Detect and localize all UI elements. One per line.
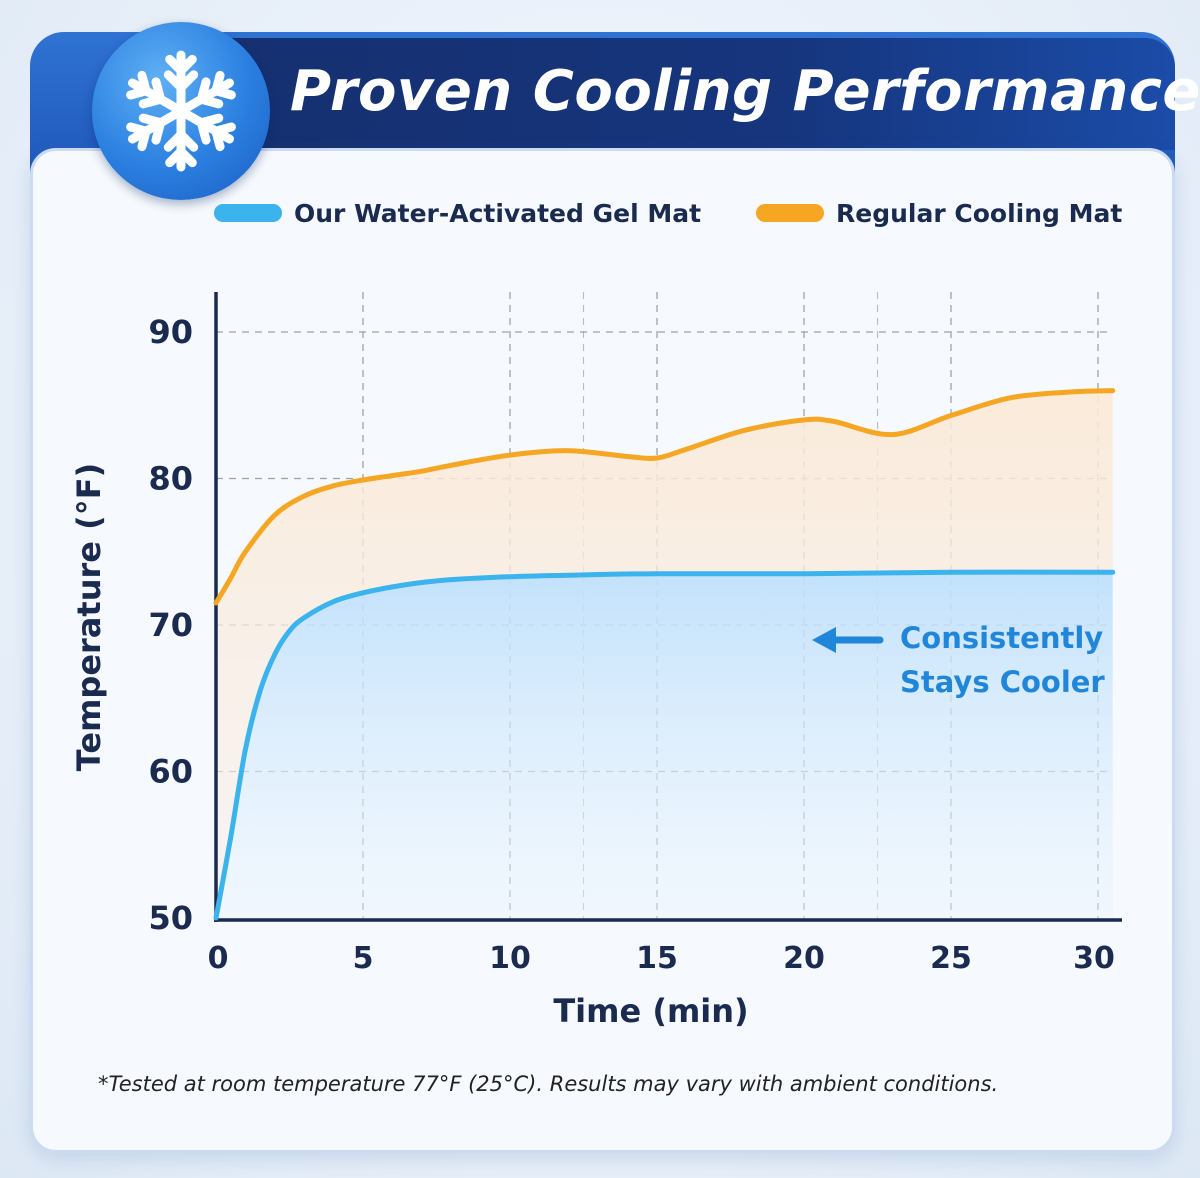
legend-label-regular-mat: Regular Cooling Mat <box>836 198 1123 228</box>
area-fill-regular-mat <box>216 390 1113 919</box>
snowflake-badge <box>92 22 270 200</box>
snowflake-icon <box>126 50 236 172</box>
annotation-line-2: Stays Cooler <box>900 665 1105 699</box>
x-tick-label: 15 <box>636 941 678 976</box>
legend-swatch-regular-mat <box>756 204 824 222</box>
legend-item-gel-mat: Our Water-Activated Gel Mat <box>214 196 701 230</box>
y-tick-label: 90 <box>148 313 193 351</box>
annotation: Consistently Stays Cooler <box>812 621 1105 699</box>
area-fills <box>216 390 1113 920</box>
x-tick-label: 20 <box>783 941 825 976</box>
header-title-bar <box>200 38 1175 150</box>
page-title: Proven Cooling Performance <box>290 59 1200 124</box>
y-tick-label: 80 <box>148 460 193 498</box>
legend-label-gel-mat: Our Water-Activated Gel Mat <box>294 198 702 228</box>
axes <box>214 292 1122 922</box>
y-tick-label: 60 <box>148 753 193 791</box>
series-lines <box>213 388 1116 921</box>
x-tick-label: 30 <box>1073 941 1115 976</box>
series-line-regular-mat <box>213 388 1116 606</box>
annotation-line-1: Consistently <box>900 621 1103 655</box>
x-tick-label: 0 <box>208 941 229 976</box>
area-fill-gel-mat <box>216 572 1113 920</box>
legend-swatch-gel-mat <box>214 204 282 222</box>
y-axis-label: Temperature (°F) <box>70 463 108 771</box>
y-tick-label: 50 <box>148 899 193 937</box>
x-axis-label: Time (min) <box>553 992 748 1030</box>
x-tick-label: 25 <box>930 941 972 976</box>
x-tick-label: 10 <box>489 941 531 976</box>
y-tick-label: 70 <box>148 606 193 644</box>
tick-labels: 0 5 10 15 20 25 30 50 60 70 80 90 <box>148 313 1114 976</box>
footnote: *Tested at room temperature 77°F (25°C).… <box>98 1072 999 1096</box>
legend-item-regular-mat: Regular Cooling Mat <box>756 196 1122 230</box>
series-line-gel-mat <box>213 569 1116 921</box>
x-tick-label: 5 <box>353 941 374 976</box>
annotation-arrowhead <box>812 627 836 653</box>
